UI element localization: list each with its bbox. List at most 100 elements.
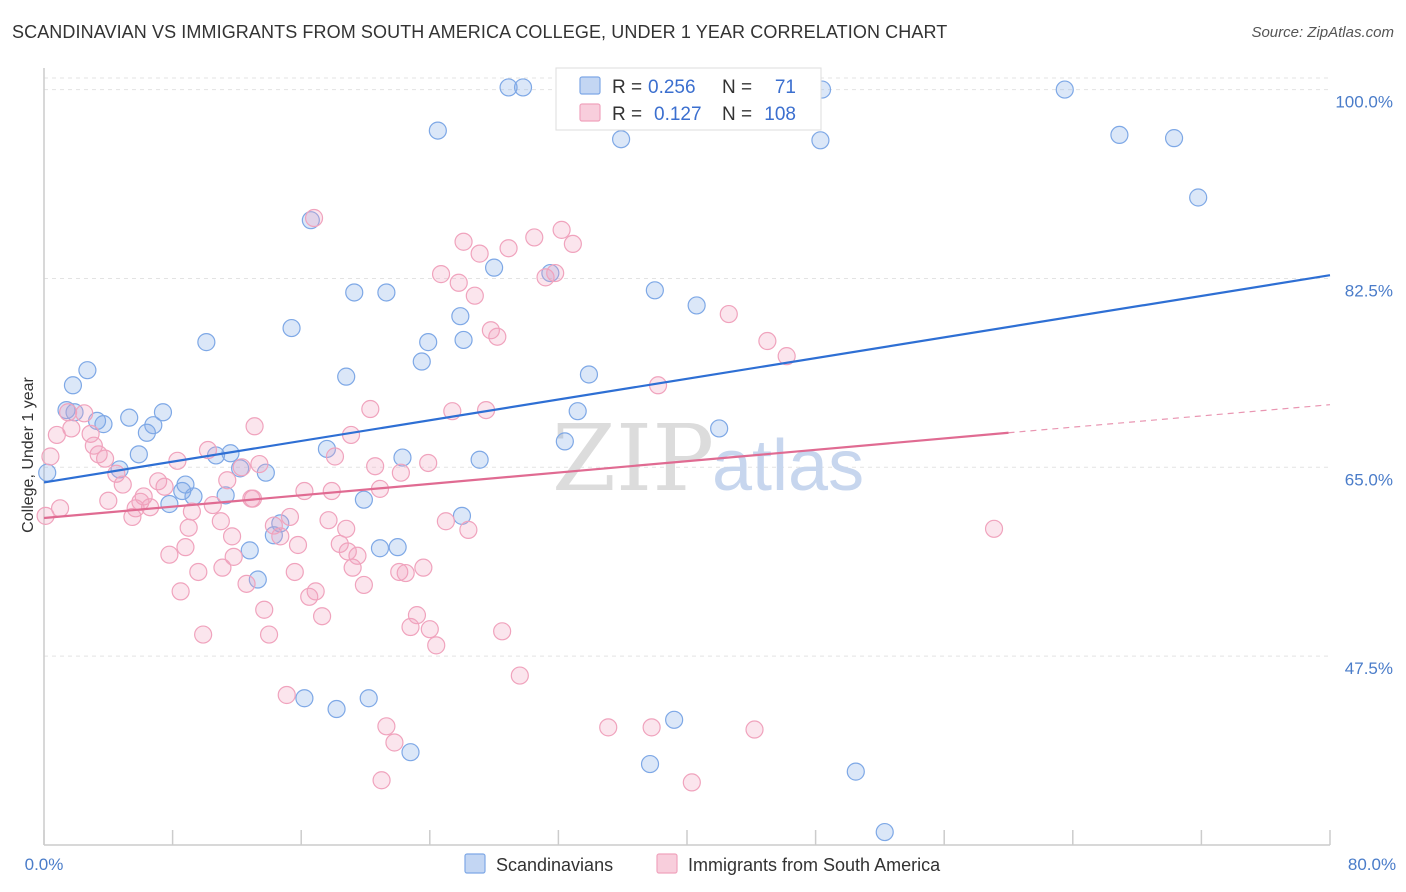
bottom-legend-immigrants: Immigrants from South America	[688, 855, 941, 875]
point-scandinavians	[485, 258, 504, 277]
point-immigrants	[361, 399, 380, 419]
point-immigrants	[682, 773, 701, 792]
point-scandinavians	[248, 570, 267, 589]
point-immigrants	[218, 471, 237, 490]
bottom-legend-swatch-immigrants	[656, 853, 678, 874]
chart-source: Source: ZipAtlas.com	[1251, 24, 1394, 41]
point-scandinavians	[78, 361, 97, 380]
point-scandinavians	[640, 754, 660, 774]
point-scandinavians	[282, 318, 301, 338]
point-immigrants	[354, 575, 373, 595]
y-tick-label: 47.5%	[1345, 659, 1393, 678]
bottom-legend-scandinavians: Scandinavians	[496, 855, 613, 875]
point-immigrants	[719, 304, 738, 324]
point-immigrants	[420, 620, 439, 639]
point-immigrants	[642, 718, 661, 737]
point-immigrants	[390, 562, 409, 582]
point-immigrants	[449, 273, 468, 292]
point-immigrants	[264, 516, 283, 535]
point-immigrants	[131, 492, 150, 511]
point-scandinavians	[354, 490, 373, 509]
point-scandinavians	[120, 408, 139, 427]
point-immigrants	[75, 404, 94, 423]
chart-title: SCANDINAVIAN VS IMMIGRANTS FROM SOUTH AM…	[12, 22, 948, 42]
point-immigrants	[84, 436, 103, 455]
point-immigrants	[777, 347, 796, 366]
point-immigrants	[224, 547, 243, 566]
point-immigrants	[95, 449, 115, 468]
watermark: ZIP atlas	[552, 405, 864, 512]
point-immigrants	[213, 558, 232, 577]
point-scandinavians	[568, 402, 587, 421]
point-immigrants	[280, 507, 300, 527]
point-scandinavians	[327, 699, 346, 719]
point-immigrants	[552, 220, 571, 239]
point-scandinavians	[38, 463, 57, 482]
point-immigrants	[176, 538, 195, 557]
point-scandinavians	[345, 283, 364, 302]
legend-n-value-1: 71	[775, 77, 796, 98]
point-scandinavians	[240, 541, 259, 560]
point-immigrants	[232, 458, 251, 477]
point-immigrants	[271, 527, 290, 546]
point-immigrants	[285, 562, 304, 582]
point-scandinavians	[412, 352, 431, 371]
legend-n-label-1: N =	[722, 77, 752, 98]
data-points	[36, 78, 1208, 842]
point-immigrants	[295, 481, 314, 501]
y-axis-label: College, Under 1 year	[20, 377, 37, 533]
point-immigrants	[481, 321, 500, 340]
point-immigrants	[171, 582, 190, 601]
point-immigrants	[427, 636, 446, 655]
point-immigrants	[414, 558, 433, 577]
trend-lines	[43, 274, 1331, 520]
point-scandinavians	[665, 710, 684, 729]
point-immigrants	[465, 286, 484, 305]
legend-swatch-immigrants	[579, 103, 601, 122]
point-immigrants	[758, 331, 777, 351]
point-immigrants	[41, 447, 60, 466]
stats-legend: R = 0.256 N = 71 R = 0.127 N = 108	[555, 67, 822, 131]
x-tick-label-left: 0.0%	[25, 855, 64, 874]
watermark-zip: ZIP	[552, 405, 714, 512]
point-immigrants	[459, 520, 478, 539]
point-scandinavians	[153, 403, 173, 422]
point-immigrants	[377, 717, 396, 736]
point-immigrants	[160, 545, 179, 564]
watermark-atlas: atlas	[712, 426, 864, 506]
y-tick-label: 82.5%	[1345, 281, 1393, 300]
point-scandinavians	[401, 743, 420, 762]
point-immigrants	[372, 771, 391, 790]
point-immigrants	[179, 518, 198, 537]
point-scandinavians	[579, 365, 599, 384]
point-scandinavians	[454, 330, 473, 350]
point-immigrants	[431, 265, 451, 284]
point-scandinavians	[710, 419, 729, 438]
point-immigrants	[536, 268, 555, 287]
point-immigrants	[338, 542, 357, 561]
point-immigrants	[36, 506, 55, 525]
point-scandinavians	[370, 539, 390, 558]
point-scandinavians	[645, 281, 664, 300]
point-immigrants	[277, 685, 296, 705]
point-scandinavians	[160, 494, 179, 514]
legend-swatch-scandinavians	[579, 76, 601, 95]
point-immigrants	[222, 527, 242, 546]
point-immigrants	[454, 232, 473, 251]
legend-n-value-2: 108	[764, 104, 796, 125]
point-scandinavians	[295, 689, 314, 708]
point-scandinavians	[555, 432, 574, 451]
point-immigrants	[203, 495, 222, 515]
point-immigrants	[245, 417, 264, 436]
point-immigrants	[306, 582, 325, 601]
point-immigrants	[319, 511, 338, 530]
point-scandinavians	[451, 307, 470, 326]
point-immigrants	[546, 263, 565, 283]
point-scandinavians	[1189, 188, 1208, 207]
point-immigrants	[211, 512, 230, 531]
point-scandinavians	[337, 367, 356, 386]
point-immigrants	[250, 454, 269, 474]
point-immigrants	[599, 718, 618, 737]
point-scandinavians	[1164, 129, 1184, 148]
point-immigrants	[348, 546, 367, 565]
